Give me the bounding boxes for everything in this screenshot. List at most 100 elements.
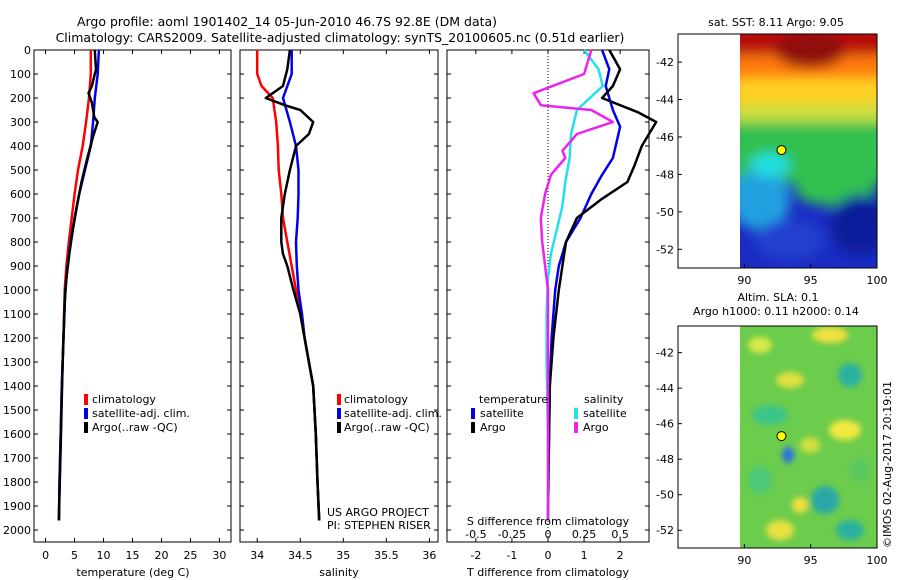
y-tick-label: 1600 [3, 428, 31, 441]
y-tick-label: 2000 [3, 524, 31, 537]
x-tick-label: 5 [71, 549, 78, 562]
legend-swatch-satellite [337, 408, 341, 419]
sst-map-axes: 90 95 100 -42 -44 -46 -48 -50 -52 [656, 56, 887, 287]
y-tick-label: 700 [10, 212, 31, 225]
y-tick-label: 1300 [3, 356, 31, 369]
y-tick-label: 1000 [3, 284, 31, 297]
legend-swatch-satellite [84, 408, 88, 419]
s-diff-tick-label: 0.5 [611, 528, 629, 541]
y-tick-label: 1900 [3, 500, 31, 513]
map-x-tick-label: 95 [804, 554, 818, 567]
map-y-tick-label: -50 [656, 206, 674, 219]
legend-label-argo: Argo(..raw -QC) [92, 421, 178, 434]
sst-map-frame [677, 33, 878, 269]
legend-swatch-s-argo [574, 422, 578, 433]
series-line-salinity-satellite [545, 49, 605, 521]
series-line-argo-raw-qc- [57, 49, 99, 521]
y-tick-label: 800 [10, 236, 31, 249]
temperature-xlabel: temperature (deg C) [76, 566, 189, 579]
pi-annotation: PI: STEPHEN RISER [327, 519, 431, 532]
x-tick-label: 15 [126, 549, 140, 562]
y-tick-label: 300 [10, 116, 31, 129]
y-tick-label: 1700 [3, 452, 31, 465]
legend-label-argo: Argo(..raw -QC) [344, 421, 430, 434]
sla-map-title-line1: Altim. SLA: 0.1 [737, 291, 818, 304]
legend-title-temperature: temperature [479, 393, 548, 406]
y-tick-label: 600 [10, 188, 31, 201]
salinity-series [255, 49, 321, 521]
map-y-tick-label: -46 [656, 131, 674, 144]
argo-float-marker [776, 145, 787, 156]
legend-swatch-t-argo [471, 422, 475, 433]
sla-map-frame [677, 325, 878, 549]
map-y-tick-label: -44 [656, 94, 674, 107]
figure-title-line2: Climatology: CARS2009. Satellite-adjuste… [56, 30, 625, 45]
legend-label-s-argo: Argo [583, 421, 609, 434]
x-tick-label: 20 [154, 549, 168, 562]
series-line-climatology [57, 50, 93, 521]
y-tick-label: 500 [10, 164, 31, 177]
legend-swatch-argo [84, 422, 88, 433]
x-tick-label: 0 [545, 549, 552, 562]
map-y-tick-label: -42 [656, 347, 674, 360]
x-tick-label: 35.5 [374, 549, 399, 562]
series-line-argo-raw-qc- [264, 49, 321, 521]
sla-map-title-line2: Argo h1000: 0.11 h2000: 0.14 [693, 305, 859, 318]
x-tick-label: 2 [617, 549, 624, 562]
y-tick-label: 1800 [3, 476, 31, 489]
map-y-tick-label: -44 [656, 382, 674, 395]
x-tick-label: 30 [212, 549, 226, 562]
legend-label-s-satellite: satellite [583, 407, 627, 420]
x-tick-label: 34 [250, 549, 264, 562]
map-y-tick-label: -48 [656, 453, 674, 466]
legend-swatch-climatology [84, 394, 88, 405]
sst-heatmap [740, 34, 877, 268]
legend-label-satellite: satellite-adj. clim. [344, 407, 442, 420]
t-difference-xlabel: T difference from climatology [466, 566, 629, 579]
series-line-salinity-argo [532, 49, 615, 521]
salinity-axes: 34 34.5 35 35.5 36 [240, 49, 438, 562]
salinity-panel-frame [239, 49, 439, 543]
legend-label-t-argo: Argo [480, 421, 506, 434]
map-x-tick-label: 100 [867, 554, 888, 567]
salinity-legend: climatology satellite-adj. clim. Argo(..… [337, 393, 442, 434]
s-diff-tick-label: 0.25 [572, 528, 597, 541]
y-tick-label: 1400 [3, 380, 31, 393]
temperature-legend: climatology satellite-adj. clim. Argo(..… [84, 393, 190, 434]
map-x-tick-label: 95 [804, 274, 818, 287]
y-tick-label: 100 [10, 68, 31, 81]
y-tick-label: 1100 [3, 308, 31, 321]
y-tick-label: 400 [10, 140, 31, 153]
sla-map-axes: 90 95 100 -42 -44 -46 -48 -50 -52 [656, 347, 887, 567]
map-y-tick-label: -42 [656, 56, 674, 69]
series-line-temperature-argo [546, 49, 658, 521]
legend-swatch-climatology [337, 394, 341, 405]
x-tick-label: 35 [336, 549, 350, 562]
x-tick-label: 36 [422, 549, 436, 562]
x-tick-label: 1 [581, 549, 588, 562]
difference-axes: -2 -1 0 1 2 -0.5 -0.25 0 0.25 0.5 [447, 49, 649, 562]
map-y-tick-label: -48 [656, 168, 674, 181]
legend-label-t-satellite: satellite [480, 407, 524, 420]
map-x-tick-label: 100 [867, 274, 888, 287]
salinity-xlabel: salinity [319, 566, 359, 579]
x-tick-label: -2 [470, 549, 481, 562]
map-y-tick-label: -46 [656, 418, 674, 431]
legend-title-salinity: salinity [584, 393, 624, 406]
y-tick-label: 900 [10, 260, 31, 273]
s-diff-tick-label: -0.5 [465, 528, 486, 541]
x-tick-label: 0 [42, 549, 49, 562]
legend-label-climatology: climatology [92, 393, 156, 406]
y-tick-label: 200 [10, 92, 31, 105]
x-tick-label: 34.5 [288, 549, 313, 562]
y-tick-label: 0 [24, 44, 31, 57]
map-x-tick-label: 90 [737, 274, 751, 287]
figure-title-line1: Argo profile: aoml 1901402_14 05-Jun-201… [77, 14, 497, 29]
map-x-tick-label: 90 [737, 554, 751, 567]
s-diff-tick-label: 0 [545, 528, 552, 541]
y-tick-label: 1500 [3, 404, 31, 417]
legend-swatch-argo [337, 422, 341, 433]
project-annotation: US ARGO PROJECT [327, 506, 429, 519]
legend-swatch-t-satellite [471, 408, 475, 419]
